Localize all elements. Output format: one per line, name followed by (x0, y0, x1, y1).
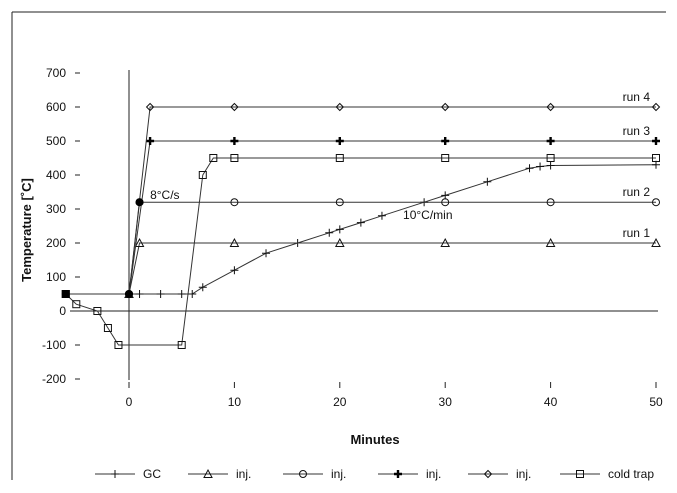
annotation-0: 8°C/s (150, 188, 179, 202)
legend-marker (576, 470, 584, 478)
legend-marker (299, 470, 307, 478)
y-tick-label: 200 (46, 236, 66, 250)
x-tick-label: 20 (333, 395, 347, 409)
legend-label: inj. (331, 467, 346, 481)
legend-label: GC (143, 467, 161, 481)
data-point (72, 300, 81, 309)
data-point (483, 177, 492, 186)
data-point (377, 211, 386, 220)
legend-marker (483, 469, 493, 479)
data-point (652, 160, 660, 169)
data-point (177, 290, 186, 298)
data-point (546, 198, 555, 207)
data-point (209, 154, 218, 162)
data-point (198, 283, 207, 292)
x-tick-label: 40 (544, 395, 558, 409)
data-point (134, 237, 145, 247)
data-point (230, 154, 239, 162)
highlight-point (61, 290, 70, 298)
data-point (652, 154, 660, 162)
data-point (335, 154, 344, 162)
data-point (114, 341, 123, 349)
legend-label: inj. (236, 467, 251, 481)
legend-label: inj. (516, 467, 531, 481)
data-point (156, 290, 165, 298)
data-point (546, 102, 555, 112)
data-point (335, 137, 344, 145)
run-label: run 3 (623, 124, 651, 138)
y-tick-label: 500 (46, 134, 66, 148)
data-point (546, 161, 555, 170)
data-point (651, 102, 661, 112)
data-point (335, 102, 345, 112)
y-tick-label: 100 (46, 270, 66, 284)
data-point (230, 137, 239, 145)
data-point (546, 154, 555, 162)
data-point (145, 102, 155, 112)
data-point (525, 164, 534, 173)
y-axis-label: Temperature [˚C] (19, 178, 34, 282)
data-point (441, 191, 450, 200)
data-point (198, 171, 207, 179)
data-point (545, 237, 556, 247)
data-point (441, 198, 450, 207)
y-tick-label: -100 (42, 338, 66, 352)
data-point (440, 102, 450, 112)
data-point (334, 237, 345, 247)
data-point (652, 137, 660, 145)
data-point (536, 162, 545, 171)
run-label: run 2 (623, 185, 651, 199)
series-line-4 (128, 106, 656, 295)
annotation-1: 10°C/min (403, 208, 452, 222)
highlight-point (125, 290, 133, 298)
data-point (356, 218, 365, 227)
data-point (440, 237, 451, 247)
data-point (146, 137, 155, 145)
y-tick-label: 600 (46, 100, 66, 114)
run-label: run 4 (623, 90, 651, 104)
data-point (546, 137, 555, 145)
data-point (230, 102, 239, 112)
data-point (177, 341, 186, 349)
data-point (335, 198, 344, 207)
legend: GC inj. inj. inj. inj. cold trap (95, 467, 654, 481)
y-tick-label: 300 (46, 202, 66, 216)
run-label: run 1 (623, 226, 651, 240)
data-point (652, 198, 660, 207)
x-tick-label: 10 (228, 395, 242, 409)
data-point (103, 324, 112, 332)
data-point (335, 225, 344, 234)
y-tick-label: 0 (59, 304, 66, 318)
x-tick-label: 30 (439, 395, 453, 409)
data-point (325, 228, 334, 237)
plot-area: -200 -100 0 100 200 300 400 500 600 700 0 10 20 30 40 5… (42, 66, 663, 409)
y-tick-label: -200 (42, 372, 66, 386)
data-point (230, 198, 239, 207)
data-point (93, 307, 102, 315)
legend-marker (203, 468, 213, 478)
data-point (651, 237, 661, 247)
data-point (262, 249, 271, 258)
data-point (135, 290, 144, 298)
legend-marker (394, 470, 402, 478)
data-point (188, 290, 197, 298)
y-tick-label: 400 (46, 168, 66, 182)
data-point (441, 137, 450, 145)
data-point (230, 266, 239, 275)
x-tick-label: 50 (649, 395, 663, 409)
series-line-5 (65, 157, 656, 346)
y-tick-label: 700 (46, 66, 66, 80)
x-axis-label: Minutes (350, 432, 399, 447)
legend-marker (111, 470, 119, 478)
legend-label: inj. (426, 467, 441, 481)
legend-label: cold trap (608, 467, 654, 481)
data-point (441, 154, 450, 162)
highlight-point (135, 198, 144, 207)
data-point (229, 237, 240, 247)
x-tick-label: 0 (126, 395, 133, 409)
series-line-1 (128, 242, 656, 295)
